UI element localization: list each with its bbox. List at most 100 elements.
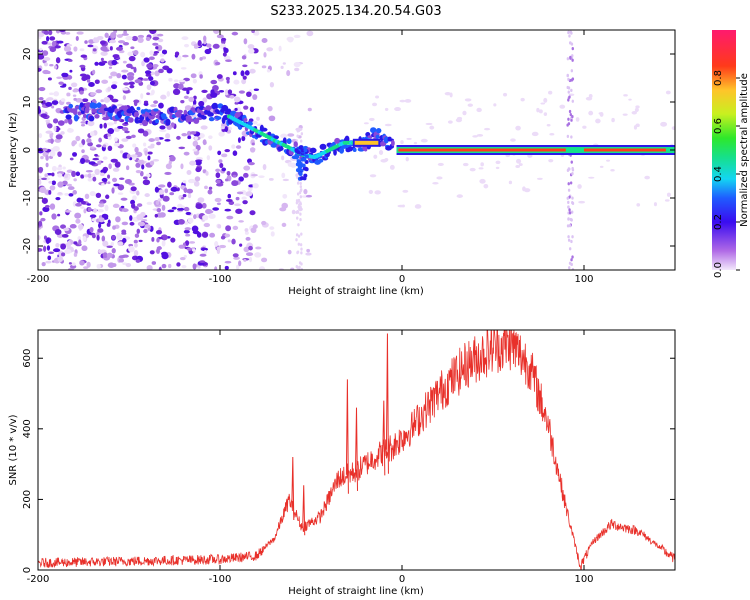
- noise-blob: [39, 186, 47, 194]
- noise-blob: [161, 204, 166, 211]
- ridge-blob: [211, 102, 219, 110]
- noise-blob: [49, 150, 56, 157]
- noise-blob: [214, 197, 222, 203]
- noise-blob: [234, 107, 238, 112]
- streak-blob: [570, 258, 573, 262]
- noise-blob: [200, 125, 208, 130]
- noise-blob: [121, 74, 127, 80]
- noise-blob: [595, 118, 601, 124]
- noise-blob: [177, 219, 185, 225]
- noise-blob: [462, 110, 467, 116]
- noise-blob: [73, 178, 77, 182]
- noise-blob: [86, 79, 91, 83]
- noise-blob: [280, 65, 284, 69]
- noise-blob: [212, 84, 219, 92]
- noise-blob: [110, 32, 117, 39]
- noise-blob: [293, 34, 301, 39]
- noise-blob: [133, 66, 137, 73]
- noise-blob: [399, 99, 406, 103]
- noise-blob: [214, 240, 219, 247]
- noise-blob: [241, 196, 247, 200]
- snr-spike: [385, 333, 389, 474]
- ridge-blob: [376, 128, 382, 134]
- streak-blob: [566, 73, 569, 77]
- noise-blob: [101, 79, 109, 84]
- noise-blob: [124, 179, 132, 185]
- noise-blob: [254, 252, 262, 258]
- noise-blob: [67, 59, 73, 62]
- noise-blob: [64, 192, 70, 196]
- noise-blob: [221, 37, 227, 42]
- noise-blob: [92, 48, 97, 52]
- noise-blob: [95, 89, 103, 94]
- noise-blob: [223, 47, 229, 54]
- noise-blob: [186, 89, 190, 95]
- streak-blob: [567, 235, 570, 239]
- snr-spike: [382, 400, 386, 476]
- noise-blob: [218, 159, 223, 164]
- ridge-blob: [208, 116, 215, 122]
- noise-blob: [78, 239, 82, 246]
- noise-blob: [104, 204, 109, 212]
- noise-blob: [250, 147, 256, 153]
- noise-blob: [215, 168, 221, 173]
- noise-blob: [84, 193, 90, 200]
- noise-blob: [75, 218, 81, 224]
- noise-blob: [201, 89, 208, 93]
- noise-blob: [182, 180, 187, 184]
- ridge-blob: [96, 102, 102, 109]
- noise-blob: [38, 247, 43, 252]
- noise-blob: [64, 209, 72, 213]
- noise-blob: [635, 105, 640, 109]
- noise-blob: [98, 201, 104, 204]
- noise-blob: [117, 241, 124, 247]
- noise-blob: [136, 203, 143, 207]
- noise-blob: [510, 138, 516, 142]
- noise-blob: [158, 68, 164, 74]
- noise-blob: [634, 107, 639, 112]
- noise-blob: [216, 34, 224, 39]
- noise-blob: [226, 170, 231, 176]
- noise-blob: [95, 144, 102, 148]
- noise-blob: [107, 145, 113, 152]
- noise-blob: [80, 200, 86, 205]
- noise-blob: [520, 97, 525, 102]
- noise-blob: [179, 257, 186, 261]
- noise-blob: [69, 69, 73, 73]
- noise-blob: [66, 43, 73, 47]
- noise-blob: [103, 122, 108, 129]
- noise-blob: [249, 68, 256, 74]
- noise-blob: [147, 145, 155, 149]
- noise-blob: [212, 43, 220, 49]
- spectrogram-ytick-label: 0: [22, 147, 33, 153]
- noise-blob: [89, 131, 95, 137]
- streak-blob: [567, 200, 570, 204]
- noise-blob: [183, 254, 188, 258]
- noise-blob: [67, 186, 75, 191]
- noise-blob: [158, 102, 164, 109]
- streak-blob: [568, 247, 572, 251]
- noise-blob: [191, 248, 196, 252]
- noise-blob: [209, 232, 216, 238]
- noise-blob: [152, 36, 160, 41]
- noise-blob: [262, 164, 267, 171]
- noise-blob: [46, 245, 51, 251]
- noise-blob: [160, 58, 165, 63]
- noise-blob: [241, 55, 247, 60]
- noise-blob: [79, 48, 85, 52]
- streak-blob: [300, 132, 304, 136]
- snr-xlabel: Height of straight line (km): [288, 586, 424, 597]
- ridge-blob: [383, 136, 389, 144]
- noise-blob: [281, 155, 285, 161]
- noise-blob: [137, 221, 146, 227]
- noise-blob: [290, 267, 295, 270]
- noise-blob: [136, 190, 140, 196]
- noise-blob: [290, 162, 297, 168]
- noise-blob: [156, 141, 162, 146]
- noise-blob: [102, 252, 108, 259]
- noise-blob: [258, 266, 266, 270]
- noise-blob: [174, 51, 180, 57]
- noise-blob: [69, 264, 77, 269]
- noise-blob: [199, 253, 207, 257]
- noise-blob: [130, 186, 137, 192]
